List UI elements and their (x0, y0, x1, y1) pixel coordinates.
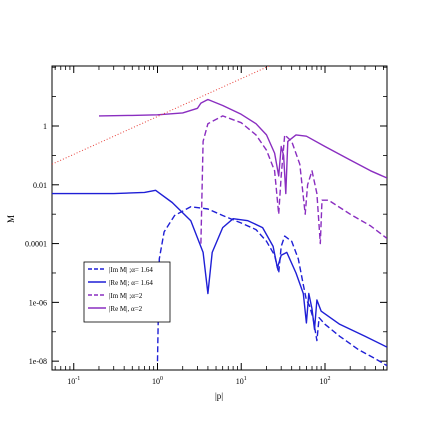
series-line-4 (98, 98, 387, 195)
series-line-1 (156, 205, 387, 367)
x-tick-label: 100 (152, 376, 163, 386)
plot-area (51, 65, 388, 371)
x-tick-label: 102 (319, 376, 330, 386)
series-line-2 (52, 189, 387, 348)
y-axis-title: M (6, 215, 16, 223)
axis-ticks: 10-1 100 101 102 1 0.01 0.0001 1e-06 1e-08 (25, 66, 387, 386)
legend: |Im M| ;α= 1.64 |Re M|; α= 1.64 |Im M| ;α=… (83, 261, 171, 323)
y-tick-label: 1 (43, 122, 47, 131)
legend-label: |Re M|; α= 1.64 (109, 279, 153, 287)
legend-box (83, 261, 171, 323)
legend-label: |Re M|, α=2 (109, 305, 143, 313)
y-tick-label: 0.01 (33, 181, 47, 190)
x-axis-title: |p| (215, 391, 223, 401)
series-line-3 (200, 115, 387, 245)
y-tick-label: 1e-06 (29, 298, 47, 307)
legend-label: |Im M| ;α=2 (109, 292, 143, 300)
y-tick-label: 0.0001 (25, 240, 47, 249)
x-tick-label: 10-1 (67, 376, 80, 386)
y-tick-label: 1e-08 (29, 357, 47, 366)
series-layer (52, 66, 387, 367)
x-tick-label: 101 (236, 376, 247, 386)
legend-label: |Im M| ;α= 1.64 (109, 266, 153, 274)
